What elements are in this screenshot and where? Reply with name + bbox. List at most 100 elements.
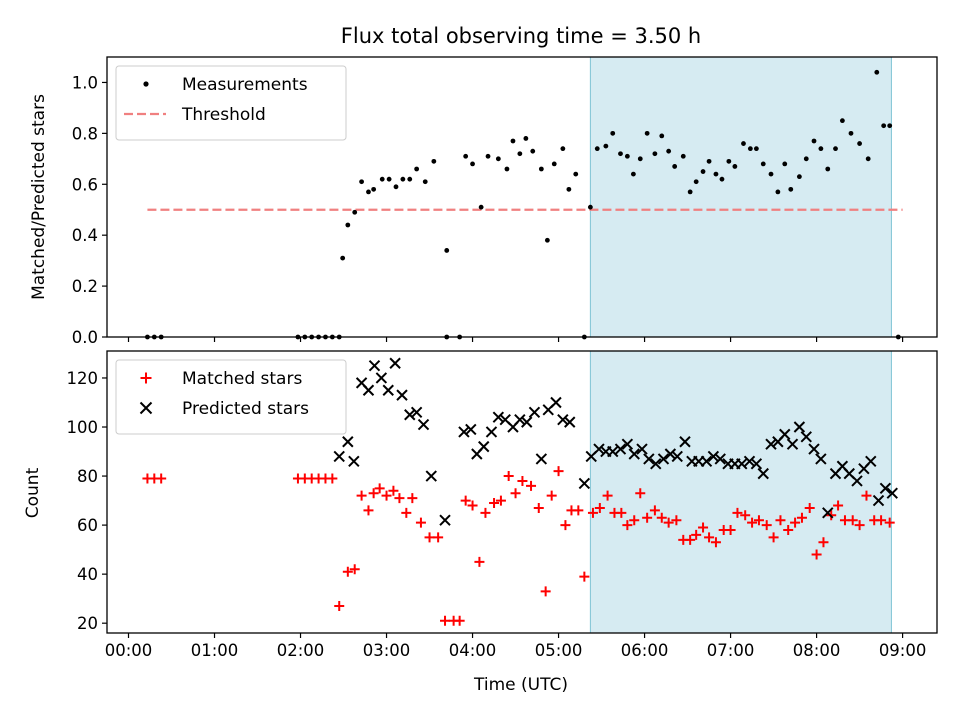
measurementspoint-point — [811, 138, 817, 144]
predicted-starspoint-point — [765, 438, 777, 450]
matched-starspoint-point — [342, 566, 353, 577]
measurementspoint-point — [393, 184, 399, 190]
measurementspoint-point — [422, 179, 428, 185]
measurementspoint-point — [530, 148, 536, 154]
y-tick-label: 60 — [77, 516, 98, 535]
y-tick-label: 20 — [77, 614, 98, 633]
matched-starspoint-point — [533, 502, 544, 513]
predicted-starspoint-point — [485, 426, 498, 438]
matched-starspoint-point — [401, 507, 412, 518]
predicted-starspoint-point — [458, 426, 470, 438]
matched-starspoint-point — [753, 515, 764, 526]
x-tick-label: 04:00 — [449, 641, 497, 660]
predicted-starspoint-point — [578, 477, 591, 490]
measurementspoint-point — [887, 123, 893, 129]
measurementspoint-point — [352, 209, 358, 215]
measurementspoint-point — [700, 169, 706, 174]
legend-matched-stars-label: Matched stars — [182, 369, 302, 389]
measurementspoint-point — [865, 156, 871, 162]
matched-starspoint-point — [334, 601, 345, 612]
predicted-starspoint-point — [628, 448, 640, 460]
x-tick-label: 03:00 — [363, 641, 411, 660]
predicted-starspoint-point — [707, 450, 720, 463]
matched-starspoint-point — [433, 532, 444, 543]
x-tick-label: 06:00 — [621, 641, 669, 660]
matched-starspoint-point — [394, 493, 405, 504]
y-tick-label: 100 — [67, 418, 99, 437]
measurementspoint-point — [485, 153, 491, 159]
matched-starspoint-point — [629, 515, 640, 526]
measurementspoint-point — [760, 161, 766, 167]
measurementspoint-point — [672, 164, 678, 169]
predicted-starspoint-point — [851, 475, 863, 487]
matched-starspoint-point — [381, 490, 392, 501]
y-tick-label: 80 — [77, 467, 98, 486]
matched-starspoint-point — [796, 512, 807, 523]
x-tick-label: 00:00 — [105, 641, 153, 660]
predicted-starspoint-point — [550, 396, 562, 409]
measurementspoint-point — [618, 151, 623, 157]
predicted-starspoint-point — [564, 416, 576, 428]
measurementspoint-point — [818, 146, 824, 152]
matched-starspoint-point — [327, 473, 338, 484]
matched-starspoint-point — [440, 615, 451, 626]
measurementspoint-point — [386, 176, 392, 182]
measurementspoint-point — [687, 189, 693, 195]
matched-starspoint-point — [368, 488, 379, 499]
matched-starspoint-point — [594, 502, 605, 513]
predicted-starspoint-point — [872, 494, 885, 507]
y-tick-label: 40 — [77, 565, 98, 584]
measurementspoint-point — [504, 166, 510, 172]
predicted-starspoint-point — [714, 453, 726, 465]
measurementspoint-point — [340, 255, 346, 261]
measurementspoint-point — [560, 146, 566, 152]
matched-starspoint-point — [474, 556, 485, 567]
matched-starspoint-point — [573, 505, 584, 516]
measurementspoint-point — [659, 133, 665, 139]
measurementspoint-point — [544, 237, 550, 243]
measurementspoint-point — [510, 138, 516, 144]
predicted-starspoint-point — [342, 436, 354, 448]
matched-starspoint-point — [356, 490, 367, 501]
matched-starspoint-point — [861, 490, 872, 501]
measurementspoint-point — [680, 153, 686, 159]
measurementspoint-point — [573, 171, 579, 177]
predicted-starspoint-point — [557, 413, 569, 426]
predicted-starspoint-point — [664, 448, 677, 460]
predicted-starspoint-point — [368, 360, 381, 372]
top-y-axis-label: Matched/Predicted stars — [29, 94, 49, 300]
measurementspoint-point — [857, 141, 862, 146]
matched-starspoint-point — [649, 505, 660, 516]
predicted-starspoint-point — [621, 438, 634, 450]
predicted-starspoint-point — [643, 453, 655, 465]
legend-predicted-stars-label: Predicted stars — [182, 399, 309, 419]
matched-starspoint-point — [698, 522, 709, 533]
measurementspoint-point — [713, 171, 719, 177]
predicted-starspoint-point — [700, 455, 713, 468]
legend: Matched stars Predicted stars — [115, 359, 347, 435]
matched-starspoint-point — [811, 549, 822, 560]
measurementspoint-point — [371, 186, 377, 192]
predicted-starspoint-point — [593, 443, 605, 455]
matched-starspoint-point — [510, 488, 521, 499]
measurementspoint-point — [566, 186, 572, 192]
predicted-starspoint-point — [886, 487, 898, 499]
measurementspoint-point — [706, 158, 712, 164]
measurementspoint-point — [379, 176, 385, 182]
measurementspoint-point — [874, 69, 880, 75]
predicted-starspoint-point — [679, 436, 691, 448]
measurementspoint-point — [414, 166, 420, 172]
measurementspoint-point — [407, 176, 413, 182]
predicted-starspoint-point — [425, 470, 437, 482]
matched-starspoint-point — [553, 466, 564, 477]
matched-starspoint-point — [761, 520, 772, 531]
matched-starspoint-point — [454, 615, 465, 626]
matched-starspoint-point — [671, 515, 682, 526]
legend-measurements-label: Measurements — [182, 75, 308, 95]
matched-starspoint-point — [415, 517, 426, 528]
bottom-panel: 20 40 60 80 100 120 00:00 01:00 02:00 03:00 04:00 0… — [67, 350, 938, 660]
matched-starspoint-point — [725, 525, 736, 536]
matched-starspoint-point — [156, 473, 167, 484]
x-tick-label: 05:00 — [535, 641, 583, 660]
chart-title: Flux total observing time = 3.50 h — [341, 24, 701, 48]
